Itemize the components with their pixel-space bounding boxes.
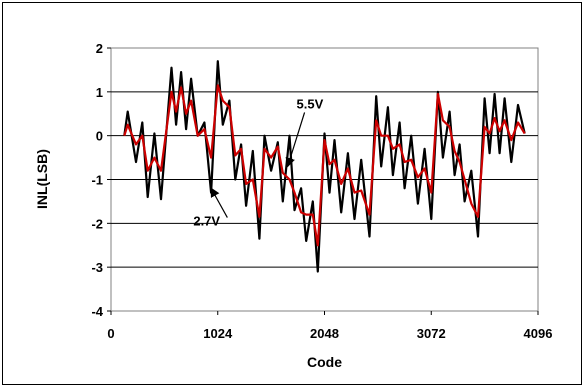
y-tick-label: -4 [91, 304, 103, 319]
annotation-arrow-2-7v [210, 187, 228, 218]
x-axis-title: Code [307, 354, 342, 370]
annotation-label-2-7v: 2.7V [193, 214, 220, 229]
annotation-arrow-5-5v [285, 112, 306, 168]
x-tick-label: 1024 [203, 326, 233, 341]
series-layer [123, 60, 526, 273]
y-tick-label: 2 [96, 41, 103, 56]
series-line-2-7v [123, 60, 526, 273]
chart-frame: 5.5V 2.7V -4 -3 -2 -1 0 1 2 0 1024 2048 3072 4096 Co… [2, 2, 582, 385]
annotation-label-5-5v: 5.5V [297, 96, 324, 111]
y-tick-label: -3 [91, 260, 103, 275]
inl-chart: 5.5V 2.7V -4 -3 -2 -1 0 1 2 0 1024 2048 3072 4096 Co… [34, 41, 552, 370]
x-tick-label: 4096 [524, 326, 553, 341]
y-tick-label: 0 [96, 129, 103, 144]
x-tick-label: 2048 [310, 326, 339, 341]
series-line-5-5v [123, 84, 526, 247]
y-axis-title: INL(LSB) [34, 149, 50, 209]
annotation-layer: 5.5V 2.7V [193, 96, 323, 228]
y-tick-label: 1 [96, 85, 103, 100]
y-tick-label: -1 [91, 173, 103, 188]
x-tick-label: 0 [107, 326, 114, 341]
axis-ticks: -4 -3 -2 -1 0 1 2 0 1024 2048 3072 4096 [91, 41, 552, 341]
y-tick-label: -2 [91, 216, 103, 231]
x-tick-label: 3072 [417, 326, 446, 341]
